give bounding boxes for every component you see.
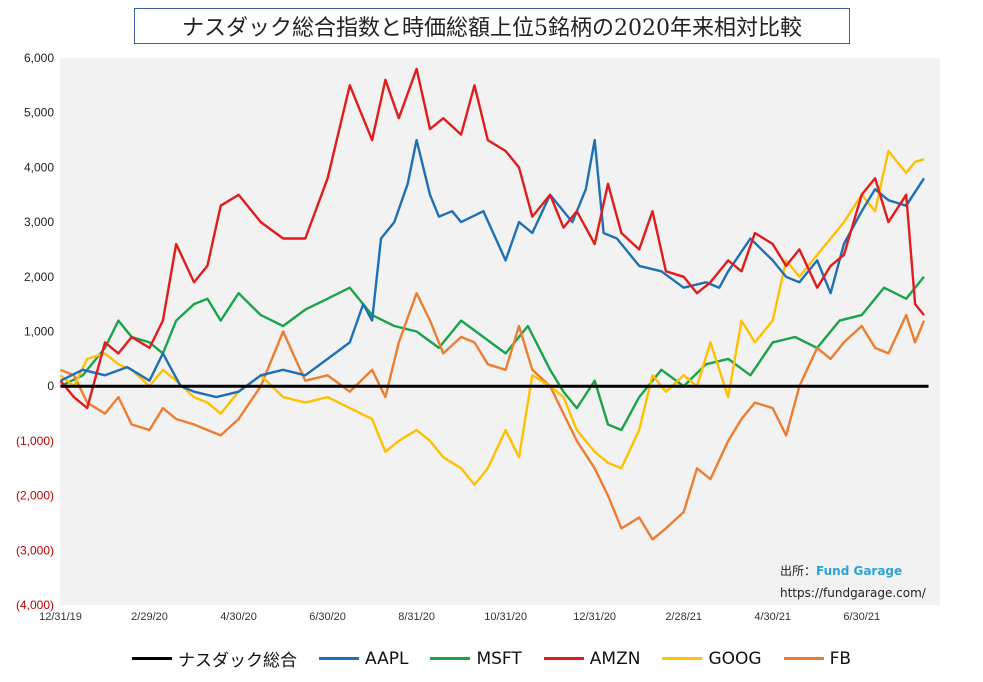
source-brand: Fund Garage bbox=[816, 564, 903, 578]
y-tick-label: (1,000) bbox=[16, 434, 54, 448]
y-tick-label: (2,000) bbox=[16, 489, 54, 503]
legend-item: AAPL bbox=[318, 646, 409, 671]
source-label: 出所： bbox=[780, 564, 817, 578]
x-tick-label: 4/30/21 bbox=[754, 611, 791, 623]
legend-swatch bbox=[543, 657, 584, 660]
x-tick-label: 6/30/21 bbox=[843, 611, 880, 623]
chart-title: ナスダック総合指数と時価総額上位5銘柄の2020年来相対比較 bbox=[134, 8, 850, 44]
legend-label: ナスダック総合 bbox=[177, 651, 297, 671]
legend-item: AMZN bbox=[543, 646, 641, 671]
x-tick-label: 2/29/20 bbox=[131, 611, 168, 623]
plot-area bbox=[60, 58, 940, 605]
legend-item: FB bbox=[783, 646, 852, 671]
chart-title-text: ナスダック総合指数と時価総額上位5銘柄の2020年来相対比較 bbox=[182, 16, 802, 41]
series-line-fb bbox=[60, 292, 926, 541]
legend-swatch bbox=[131, 657, 172, 660]
legend-label: AAPL bbox=[364, 648, 409, 669]
y-tick-label: 2,000 bbox=[24, 270, 54, 284]
series-line-aapl bbox=[59, 138, 926, 399]
x-tick-label: 2/28/21 bbox=[665, 611, 702, 623]
x-tick-label: 10/31/20 bbox=[484, 611, 527, 623]
y-tick-label: 1,000 bbox=[24, 325, 54, 339]
x-tick-label: 12/31/19 bbox=[39, 611, 82, 623]
legend-label: MSFT bbox=[476, 648, 522, 669]
source-url: https://fundgarage.com/ bbox=[780, 586, 926, 600]
legend-swatch bbox=[318, 657, 359, 660]
y-tick-label: 4,000 bbox=[24, 160, 54, 174]
series-line-msft bbox=[59, 276, 925, 432]
y-tick-label: 3,000 bbox=[24, 215, 54, 229]
x-tick-label: 8/31/20 bbox=[398, 611, 435, 623]
y-tick-label: (4,000) bbox=[16, 598, 54, 612]
y-tick-label: (3,000) bbox=[16, 543, 54, 557]
series-line-goog bbox=[59, 149, 925, 486]
series-line-amzn bbox=[59, 67, 925, 410]
legend: ナスダック総合 AAPL MSFT AMZN GOOG FB bbox=[0, 646, 983, 671]
y-tick-label: 0 bbox=[47, 379, 54, 393]
source-credit: 出所：Fund Garage https://fundgarage.com/ bbox=[780, 560, 926, 604]
legend-item: MSFT bbox=[430, 646, 522, 671]
x-tick-label: 6/30/20 bbox=[309, 611, 346, 623]
legend-label: FB bbox=[829, 648, 852, 669]
y-tick-label: 5,000 bbox=[24, 106, 54, 120]
x-tick-label: 4/30/20 bbox=[220, 611, 257, 623]
legend-swatch bbox=[662, 657, 703, 660]
x-axis: 12/31/19 2/29/20 4/30/20 6/30/20 8/31/20 10/3… bbox=[39, 611, 880, 623]
x-tick-label: 12/31/20 bbox=[573, 611, 616, 623]
legend-swatch bbox=[783, 657, 824, 660]
legend-label: AMZN bbox=[589, 648, 641, 669]
legend-item: ナスダック総合 bbox=[131, 646, 297, 671]
legend-item: GOOG bbox=[662, 646, 762, 671]
legend-label: GOOG bbox=[708, 648, 762, 669]
series-lines bbox=[59, 67, 929, 541]
y-tick-label: 6,000 bbox=[24, 51, 54, 65]
y-axis: 6,000 5,000 4,000 3,000 2,000 1,000 0 (1,000) (2… bbox=[16, 51, 54, 612]
legend-swatch bbox=[430, 657, 471, 660]
